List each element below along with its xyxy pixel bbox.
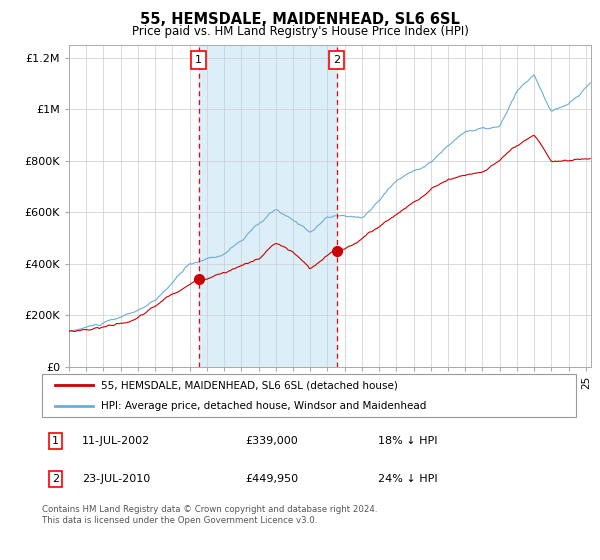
Text: 1: 1 (52, 436, 59, 446)
Text: Contains HM Land Registry data © Crown copyright and database right 2024.
This d: Contains HM Land Registry data © Crown c… (42, 505, 377, 525)
Text: Price paid vs. HM Land Registry's House Price Index (HPI): Price paid vs. HM Land Registry's House … (131, 25, 469, 38)
Text: 55, HEMSDALE, MAIDENHEAD, SL6 6SL: 55, HEMSDALE, MAIDENHEAD, SL6 6SL (140, 12, 460, 27)
Text: HPI: Average price, detached house, Windsor and Maidenhead: HPI: Average price, detached house, Wind… (101, 402, 426, 411)
Text: 18% ↓ HPI: 18% ↓ HPI (379, 436, 438, 446)
Text: 11-JUL-2002: 11-JUL-2002 (82, 436, 151, 446)
Bar (199, 45, 337, 367)
Text: 2: 2 (334, 55, 340, 66)
Text: 1: 1 (195, 55, 202, 66)
Text: 55, HEMSDALE, MAIDENHEAD, SL6 6SL (detached house): 55, HEMSDALE, MAIDENHEAD, SL6 6SL (detac… (101, 380, 398, 390)
Text: 24% ↓ HPI: 24% ↓ HPI (379, 474, 438, 484)
Text: £449,950: £449,950 (245, 474, 298, 484)
Text: 2: 2 (52, 474, 59, 484)
Text: £339,000: £339,000 (245, 436, 298, 446)
FancyBboxPatch shape (42, 374, 576, 417)
Text: 23-JUL-2010: 23-JUL-2010 (82, 474, 151, 484)
